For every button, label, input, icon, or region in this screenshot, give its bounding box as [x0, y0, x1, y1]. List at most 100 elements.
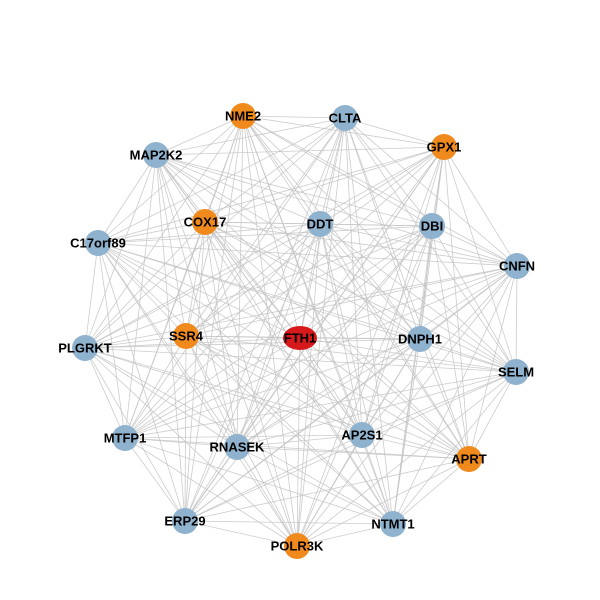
- edge-SELM-RNASEK: [236, 371, 517, 448]
- edge-C17orf89-CNFN: [97, 242, 518, 267]
- edge-AP2S1-ERP29: [184, 434, 363, 522]
- edge-DBI-FTH1: [299, 225, 433, 339]
- edge-GPX1-AP2S1: [361, 146, 445, 436]
- node-RNASEK: [224, 434, 250, 460]
- edge-NME2-APRT: [242, 115, 470, 460]
- edge-CLTA-C17orf89: [97, 117, 346, 244]
- edge-CNFN-MTFP1: [124, 265, 518, 439]
- edge-FTH1-RNASEK: [236, 337, 301, 448]
- node-MAP2K2: [143, 142, 169, 168]
- node-PLGRKT: [72, 335, 98, 361]
- node-DNPH1: [407, 326, 433, 352]
- edge-layer: [84, 115, 518, 547]
- edge-DBI-DNPH1: [419, 225, 433, 340]
- edge-GPX1-C17orf89: [97, 146, 445, 244]
- edge-NME2-PLGRKT: [84, 115, 244, 349]
- edge-COX17-RNASEK: [204, 221, 238, 448]
- edge-DNPH1-NTMT1: [392, 338, 421, 525]
- edge-RNASEK-NTMT1: [236, 446, 394, 525]
- edge-SELM-ERP29: [184, 371, 517, 522]
- edge-FTH1-NTMT1: [299, 337, 394, 525]
- node-COX17: [192, 209, 218, 235]
- node-layer: [72, 103, 530, 559]
- edge-COX17-C17orf89: [97, 221, 206, 244]
- edge-DBI-ERP29: [184, 225, 433, 522]
- edge-NME2-MAP2K2: [155, 115, 244, 156]
- edge-MAP2K2-C17orf89: [97, 154, 157, 244]
- edge-FTH1-ERP29: [184, 337, 301, 522]
- edge-SSR4-NTMT1: [185, 335, 394, 525]
- edge-DDT-NTMT1: [319, 223, 394, 525]
- edge-C17orf89-AP2S1: [97, 242, 363, 436]
- edge-NME2-SELM: [242, 115, 517, 373]
- edge-NME2-ERP29: [184, 115, 244, 522]
- edge-DBI-RNASEK: [236, 225, 433, 448]
- node-ERP29: [172, 508, 198, 534]
- node-SSR4: [173, 323, 199, 349]
- edge-PLGRKT-APRT: [84, 347, 470, 460]
- edge-MAP2K2-SSR4: [155, 154, 187, 337]
- edge-CNFN-NTMT1: [392, 265, 518, 525]
- node-NME2: [230, 103, 256, 129]
- edge-COX17-NTMT1: [204, 221, 394, 525]
- node-AP2S1: [349, 422, 375, 448]
- edge-MAP2K2-CNFN: [155, 154, 518, 267]
- edge-COX17-MTFP1: [124, 221, 206, 439]
- node-POLR3K: [284, 533, 310, 559]
- edge-C17orf89-APRT: [97, 242, 470, 460]
- edge-SELM-NTMT1: [392, 371, 517, 525]
- edge-DBI-POLR3K: [296, 225, 433, 547]
- edge-ERP29-NTMT1: [184, 520, 394, 525]
- edge-DDT-CNFN: [319, 223, 518, 267]
- edge-C17orf89-MTFP1: [97, 242, 126, 439]
- edge-COX17-SELM: [204, 221, 517, 373]
- edge-RNASEK-POLR3K: [236, 446, 298, 547]
- edge-APRT-NTMT1: [392, 458, 470, 525]
- edge-DDT-SSR4: [185, 223, 321, 337]
- edge-RNASEK-ERP29: [184, 446, 238, 522]
- edge-COX17-PLGRKT: [84, 221, 206, 349]
- edge-MAP2K2-SELM: [155, 154, 517, 373]
- node-CLTA: [332, 105, 358, 131]
- edge-MAP2K2-DBI: [155, 154, 433, 227]
- edge-NME2-C17orf89: [97, 115, 244, 244]
- edge-DDT-APRT: [319, 223, 470, 460]
- edge-C17orf89-PLGRKT: [84, 242, 99, 349]
- edge-DBI-MTFP1: [124, 225, 433, 439]
- edge-C17orf89-SELM: [97, 242, 517, 373]
- edge-MAP2K2-PLGRKT: [84, 154, 157, 349]
- node-NTMT1: [380, 511, 406, 537]
- edge-MTFP1-ERP29: [124, 437, 186, 522]
- node-FTH1: [283, 326, 317, 350]
- edge-CNFN-SSR4: [185, 265, 518, 337]
- edge-SELM-AP2S1: [361, 371, 517, 436]
- edge-DNPH1-SELM: [419, 338, 517, 373]
- edge-SSR4-RNASEK: [185, 335, 238, 448]
- edge-MTFP1-APRT: [124, 437, 470, 460]
- edge-CLTA-COX17: [204, 117, 346, 223]
- edge-APRT-POLR3K: [296, 458, 470, 547]
- edge-AP2S1-NTMT1: [361, 434, 394, 525]
- edge-MAP2K2-DNPH1: [155, 154, 421, 340]
- edge-DNPH1-MTFP1: [124, 338, 421, 439]
- edge-C17orf89-SSR4: [97, 242, 187, 337]
- edge-CNFN-FTH1: [299, 265, 518, 339]
- edge-C17orf89-ERP29: [97, 242, 186, 522]
- edge-FTH1-DNPH1: [299, 337, 421, 340]
- edge-GPX1-APRT: [443, 146, 470, 460]
- edge-DBI-PLGRKT: [84, 225, 433, 349]
- edge-CNFN-POLR3K: [296, 265, 518, 547]
- node-C17orf89: [85, 230, 111, 256]
- edge-PLGRKT-SELM: [84, 347, 517, 373]
- edge-NME2-CNFN: [242, 115, 518, 267]
- edge-MAP2K2-FTH1: [155, 154, 301, 339]
- edge-DBI-APRT: [431, 225, 470, 460]
- edge-C17orf89-FTH1: [97, 242, 301, 339]
- edge-CLTA-DBI: [344, 117, 433, 227]
- edge-GPX1-POLR3K: [296, 146, 445, 547]
- edge-APRT-ERP29: [184, 458, 470, 522]
- edge-MAP2K2-MTFP1: [124, 154, 157, 439]
- edge-DDT-FTH1: [299, 223, 321, 339]
- edge-AP2S1-POLR3K: [296, 434, 363, 547]
